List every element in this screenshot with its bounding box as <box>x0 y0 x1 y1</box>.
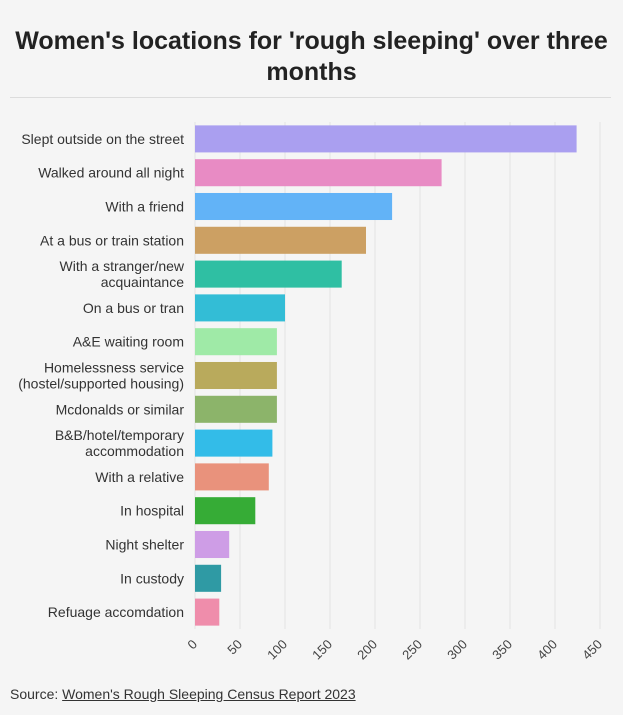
bar <box>195 598 220 626</box>
x-tick-label: 100 <box>264 637 290 663</box>
bar <box>195 361 277 390</box>
bar-chart: 0 50 100 150 200 250 300 350 400 450 Slept outside… <box>18 122 605 663</box>
bar <box>195 530 230 559</box>
category-label: Mcdonalds or similar <box>56 401 185 417</box>
x-tick-label: 250 <box>399 637 425 663</box>
category-label: In custody <box>120 570 184 586</box>
bar <box>195 125 577 153</box>
x-tick-label: 200 <box>354 637 380 663</box>
category-label: With a friend <box>105 199 184 215</box>
bar <box>195 564 222 592</box>
category-label: Slept outside on the street <box>21 131 184 147</box>
source-prefix: Source: <box>10 686 63 702</box>
category-label: Night shelter <box>105 537 184 553</box>
bar <box>195 226 366 254</box>
bar <box>195 463 269 491</box>
bar <box>195 192 393 221</box>
x-tick-label: 0 <box>184 637 200 653</box>
chart-title: Women's locations for 'rough sleeping' o… <box>15 27 608 86</box>
bar <box>195 159 442 187</box>
x-tick-label: 300 <box>444 637 470 663</box>
category-label: In hospital <box>120 503 184 519</box>
x-tick-label: 450 <box>579 637 605 663</box>
bar <box>195 294 285 322</box>
category-label: With a relative <box>95 469 184 485</box>
category-label: Homelessness service <box>44 360 184 376</box>
x-tick-label: 50 <box>224 637 245 658</box>
category-label: With a stranger/new <box>60 258 185 274</box>
category-label: acquaintance <box>101 274 185 290</box>
category-label: B&B/hotel/temporary <box>55 427 184 443</box>
category-label: (hostel/supported housing) <box>18 376 184 392</box>
source-note: Source: Women's Rough Sleeping Census Re… <box>10 686 356 702</box>
bar <box>195 395 277 423</box>
source-link[interactable]: Women's Rough Sleeping Census Report 202… <box>62 686 356 702</box>
category-label: Walked around all night <box>38 165 184 181</box>
x-tick-label: 150 <box>309 637 335 663</box>
category-label: On a bus or tran <box>83 300 184 316</box>
bar <box>195 429 273 457</box>
x-tick-label: 400 <box>534 637 560 663</box>
category-label: At a bus or train station <box>40 232 184 248</box>
x-tick-label: 350 <box>489 637 515 663</box>
category-label: accommodation <box>85 443 184 459</box>
category-label: Refuage accomdation <box>48 604 184 620</box>
title-divider <box>10 97 611 98</box>
category-label: A&E waiting room <box>73 334 184 350</box>
bar <box>195 260 342 288</box>
bar <box>195 497 256 525</box>
bar <box>195 328 277 356</box>
